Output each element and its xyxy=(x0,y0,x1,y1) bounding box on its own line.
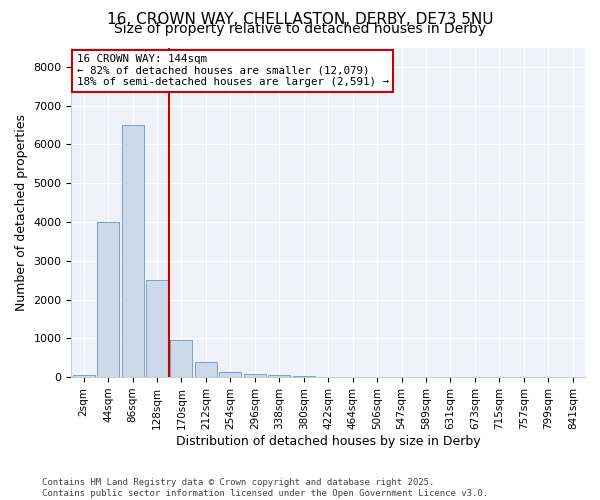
Text: 16, CROWN WAY, CHELLASTON, DERBY, DE73 5NU: 16, CROWN WAY, CHELLASTON, DERBY, DE73 5… xyxy=(107,12,493,28)
X-axis label: Distribution of detached houses by size in Derby: Distribution of detached houses by size … xyxy=(176,434,481,448)
Bar xyxy=(73,375,95,377)
Bar xyxy=(146,280,168,377)
Bar xyxy=(170,340,193,377)
Text: Contains HM Land Registry data © Crown copyright and database right 2025.
Contai: Contains HM Land Registry data © Crown c… xyxy=(42,478,488,498)
Bar xyxy=(97,222,119,377)
Text: Size of property relative to detached houses in Derby: Size of property relative to detached ho… xyxy=(114,22,486,36)
Bar xyxy=(122,125,143,377)
Text: 16 CROWN WAY: 144sqm
← 82% of detached houses are smaller (12,079)
18% of semi-d: 16 CROWN WAY: 144sqm ← 82% of detached h… xyxy=(77,54,389,88)
Bar xyxy=(293,376,315,377)
Bar xyxy=(268,375,290,377)
Y-axis label: Number of detached properties: Number of detached properties xyxy=(15,114,28,311)
Bar xyxy=(195,362,217,377)
Bar xyxy=(220,372,241,377)
Bar xyxy=(244,374,266,377)
